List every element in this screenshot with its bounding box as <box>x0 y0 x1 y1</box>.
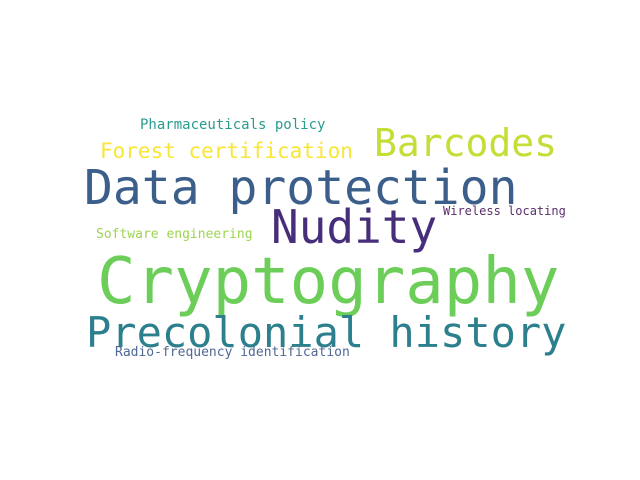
word-radio-frequency-identification: Radio-frequency identification <box>115 345 350 360</box>
word-wireless-locating: Wireless locating <box>443 204 566 218</box>
word-data-protection: Data protection <box>84 160 518 216</box>
word-forest-certification: Forest certification <box>100 139 353 163</box>
word-cryptography: Cryptography <box>97 245 560 319</box>
word-nudity: Nudity <box>271 200 438 254</box>
word-software-engineering: Software engineering <box>96 227 253 242</box>
word-pharmaceuticals-policy: Pharmaceuticals policy <box>140 117 326 133</box>
word-precolonial-history: Precolonial history <box>86 308 567 357</box>
word-barcodes: Barcodes <box>374 121 558 165</box>
